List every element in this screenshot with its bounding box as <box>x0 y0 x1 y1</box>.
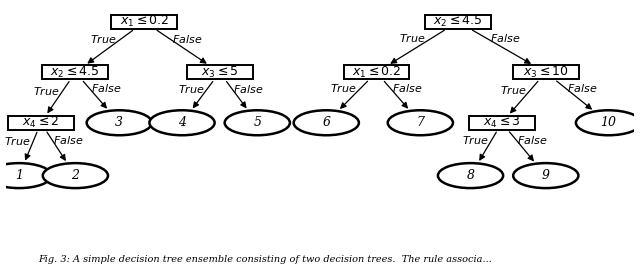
Text: $\mathit{False}$: $\mathit{False}$ <box>91 82 121 95</box>
Text: 4: 4 <box>178 116 186 129</box>
Text: $\mathit{False}$: $\mathit{False}$ <box>233 83 264 95</box>
Text: $\mathit{True}$: $\mathit{True}$ <box>330 82 357 94</box>
FancyBboxPatch shape <box>8 116 74 130</box>
Text: $x_4 \leq 2$: $x_4 \leq 2$ <box>22 115 60 130</box>
Ellipse shape <box>86 110 152 135</box>
Text: $\mathit{True}$: $\mathit{True}$ <box>178 83 205 95</box>
Text: 6: 6 <box>323 116 330 129</box>
Text: $\mathit{True}$: $\mathit{True}$ <box>500 84 527 96</box>
FancyBboxPatch shape <box>344 65 410 79</box>
Ellipse shape <box>294 110 359 135</box>
Text: $\mathit{True}$: $\mathit{True}$ <box>4 135 31 147</box>
Ellipse shape <box>43 163 108 188</box>
Text: $\mathit{True}$: $\mathit{True}$ <box>33 84 60 97</box>
Text: $\mathit{False}$: $\mathit{False}$ <box>53 134 84 146</box>
Text: $x_3 \leq 10$: $x_3 \leq 10$ <box>523 65 569 80</box>
FancyBboxPatch shape <box>469 116 535 130</box>
Text: $\mathit{True}$: $\mathit{True}$ <box>462 134 489 146</box>
Text: $x_1 \leq 0.2$: $x_1 \leq 0.2$ <box>352 65 401 80</box>
Text: 10: 10 <box>600 116 616 129</box>
Text: $x_3 \leq 5$: $x_3 \leq 5$ <box>201 65 239 80</box>
Text: 9: 9 <box>542 169 550 182</box>
Text: 2: 2 <box>72 169 79 182</box>
Text: $x_4 \leq 3$: $x_4 \leq 3$ <box>483 115 521 130</box>
Text: $\mathit{False}$: $\mathit{False}$ <box>490 32 520 44</box>
FancyBboxPatch shape <box>425 15 491 29</box>
Text: 3: 3 <box>115 116 124 129</box>
Ellipse shape <box>513 163 579 188</box>
Text: $x_2 \leq 4.5$: $x_2 \leq 4.5$ <box>433 14 483 29</box>
Ellipse shape <box>438 163 503 188</box>
Ellipse shape <box>576 110 640 135</box>
Text: $\mathit{False}$: $\mathit{False}$ <box>172 33 203 45</box>
Ellipse shape <box>388 110 453 135</box>
Text: $\mathit{False}$: $\mathit{False}$ <box>392 82 422 95</box>
Text: $x_1 \leq 0.2$: $x_1 \leq 0.2$ <box>120 14 169 29</box>
Text: 7: 7 <box>417 116 424 129</box>
Text: $x_2 \leq 4.5$: $x_2 \leq 4.5$ <box>51 65 100 80</box>
FancyBboxPatch shape <box>187 65 253 79</box>
Text: Fig. 3: A simple decision tree ensemble consisting of two decision trees.  The r: Fig. 3: A simple decision tree ensemble … <box>38 255 492 264</box>
Text: $\mathit{True}$: $\mathit{True}$ <box>90 33 117 45</box>
Ellipse shape <box>149 110 214 135</box>
FancyBboxPatch shape <box>42 65 108 79</box>
Text: 8: 8 <box>467 169 474 182</box>
Text: $\mathit{True}$: $\mathit{True}$ <box>399 32 426 44</box>
Text: 5: 5 <box>253 116 261 129</box>
Text: $\mathit{False}$: $\mathit{False}$ <box>517 134 548 146</box>
Text: $\mathit{False}$: $\mathit{False}$ <box>568 82 598 94</box>
Text: 1: 1 <box>15 169 23 182</box>
Ellipse shape <box>0 163 52 188</box>
Ellipse shape <box>225 110 290 135</box>
FancyBboxPatch shape <box>513 65 579 79</box>
FancyBboxPatch shape <box>111 15 177 29</box>
